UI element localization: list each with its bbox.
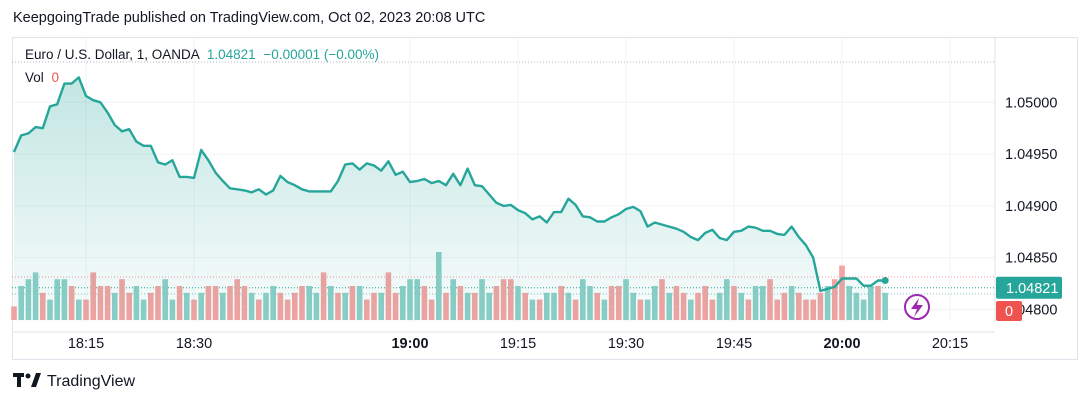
symbol-legend[interactable]: Euro / U.S. Dollar, 1, OANDA 1.04821 −0.… <box>25 47 379 62</box>
price-tick-label: 1.05000 <box>1005 95 1057 111</box>
time-tick-label: 20:00 <box>823 336 860 352</box>
axis-tags: 1.04821 0 <box>996 276 1062 321</box>
volume-label[interactable]: Vol <box>25 70 44 85</box>
last-volume-tag: 0 <box>996 301 1022 321</box>
time-axis[interactable]: 18:15 18:30 19:00 19:15 19:30 19:45 20:00 20:15 <box>12 331 995 352</box>
tradingview-logo-icon <box>13 373 41 391</box>
tradingview-branding[interactable]: TradingView <box>13 373 135 391</box>
time-tick-label: 19:15 <box>500 336 536 352</box>
volume-value: 0 <box>51 70 60 85</box>
last-volume-tag-label: 0 <box>1005 304 1013 320</box>
time-tick-label: 19:30 <box>608 336 644 352</box>
flash-icon[interactable] <box>904 294 930 320</box>
volume-legend[interactable]: Vol 0 <box>25 70 59 85</box>
price-change-value: −0.00001 (−0.00%) <box>263 47 380 62</box>
time-tick-label: 20:15 <box>932 336 968 352</box>
price-tick-label: 1.04900 <box>1005 199 1057 215</box>
last-price-value: 1.04821 <box>206 47 256 62</box>
price-area <box>14 77 886 323</box>
chart-frame[interactable] <box>12 37 1078 360</box>
time-tick-label: 19:00 <box>391 336 428 352</box>
publish-header: KeepgoingTrade published on TradingView.… <box>13 10 486 26</box>
symbol-name[interactable]: Euro / U.S. Dollar, 1, OANDA <box>25 47 200 62</box>
last-price-tag: 1.04821 <box>996 276 1062 299</box>
time-tick-label: 18:30 <box>176 336 212 352</box>
time-tick-label: 18:15 <box>68 336 104 352</box>
last-price-dot <box>881 277 889 285</box>
price-tick-label: 1.04950 <box>1005 147 1057 163</box>
price-line <box>12 76 889 293</box>
price-line-path <box>12 76 886 293</box>
last-price-tag-label: 1.04821 <box>1006 281 1058 297</box>
price-tick-label: 1.04850 <box>1005 251 1057 267</box>
tradingview-brand: TradingView <box>47 373 136 390</box>
time-tick-label: 19:45 <box>716 336 752 352</box>
price-area-fill <box>14 77 886 323</box>
